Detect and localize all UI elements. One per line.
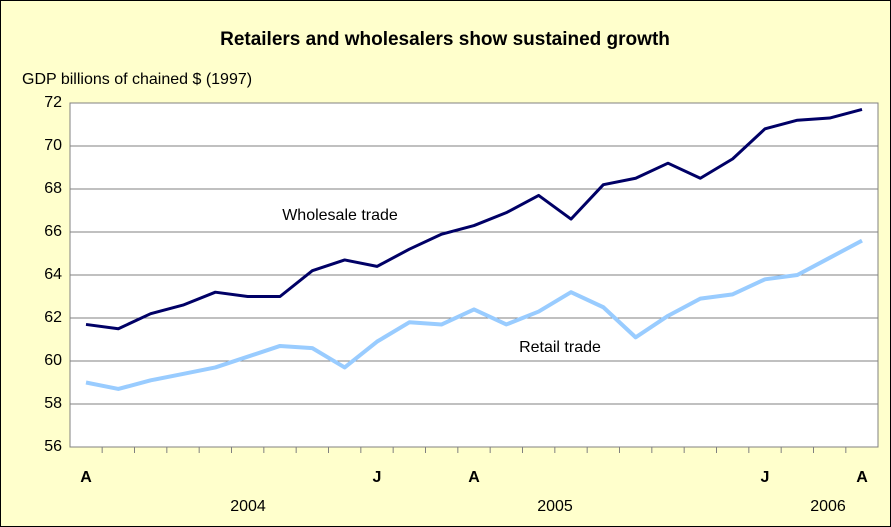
series-label: Wholesale trade: [282, 207, 398, 224]
y-axis-label: GDP billions of chained $ (1997): [22, 71, 252, 88]
y-tick-label: 64: [44, 266, 62, 283]
year-label: 2006: [810, 498, 846, 515]
y-tick-label: 62: [44, 309, 62, 326]
y-tick-label: 72: [44, 94, 62, 111]
x-tick-label: A: [856, 469, 868, 486]
x-tick-label: A: [80, 469, 92, 486]
y-tick-label: 70: [44, 137, 62, 154]
x-tick-label: A: [468, 469, 480, 486]
series-label: Retail trade: [519, 339, 601, 356]
chart-title: Retailers and wholesalers show sustained…: [220, 29, 670, 50]
year-label: 2004: [230, 498, 266, 515]
x-tick-label: J: [761, 469, 770, 486]
series-line: [85, 108, 863, 331]
y-tick-label: 66: [44, 223, 62, 240]
x-tick-label: J: [373, 469, 382, 486]
y-tick-label: 58: [44, 395, 62, 412]
y-tick-label: 60: [44, 352, 62, 369]
y-tick-label: 56: [44, 438, 62, 455]
series-line: [85, 238, 863, 391]
y-tick-label: 68: [44, 180, 62, 197]
year-label: 2005: [537, 498, 573, 515]
